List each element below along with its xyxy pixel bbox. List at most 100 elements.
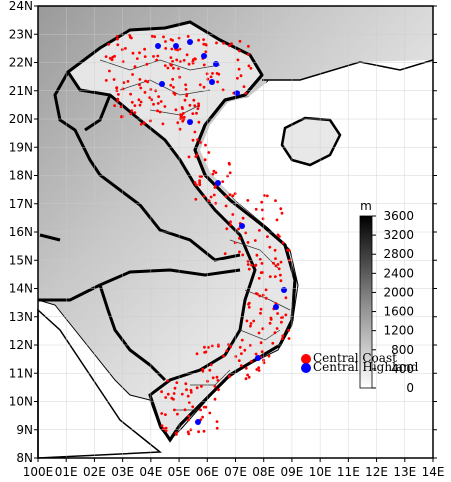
station-dot — [130, 100, 134, 104]
station-dot — [224, 204, 228, 208]
station-dot — [247, 302, 250, 306]
station-dot — [212, 193, 216, 197]
station-dot — [176, 48, 180, 52]
station-dot — [172, 66, 175, 70]
lon-label: 09E — [280, 465, 303, 479]
station-dot — [149, 119, 152, 123]
lon-label: 01E — [55, 465, 78, 479]
station-dot — [224, 195, 228, 198]
station-dot — [246, 259, 250, 263]
colorbar-unit: m — [360, 199, 372, 213]
station-dot — [143, 47, 147, 51]
station-dot — [156, 54, 160, 58]
station-dot — [169, 63, 173, 67]
station-dot — [169, 38, 173, 41]
thailand-border — [38, 233, 101, 302]
station-dot — [115, 34, 119, 38]
station-dot — [164, 429, 168, 433]
station-dot — [273, 331, 277, 335]
station-dot — [214, 201, 218, 205]
station-dot — [124, 47, 127, 50]
station-dot — [246, 53, 250, 56]
station-dot — [195, 111, 198, 115]
station-dot — [264, 288, 268, 292]
station-dot — [236, 58, 240, 62]
station-dot — [273, 275, 277, 278]
station-dot — [195, 352, 199, 356]
station-dot — [150, 98, 154, 102]
station-dot — [233, 192, 237, 196]
station-dot — [202, 429, 206, 433]
station-dot — [247, 267, 251, 271]
station-dot — [152, 102, 155, 106]
station-dot — [237, 227, 241, 231]
station-dot — [113, 104, 116, 107]
station-dot — [262, 194, 266, 197]
station-dot — [169, 56, 173, 59]
station-dot — [264, 296, 268, 300]
station-dot — [185, 388, 188, 392]
station-dot — [237, 359, 241, 362]
station-dot — [193, 104, 197, 107]
station-dot — [116, 43, 120, 47]
station-dot — [221, 180, 225, 184]
station-dot — [137, 98, 141, 102]
station-dot — [119, 105, 123, 109]
station-dot — [159, 81, 165, 87]
station-dot — [202, 85, 206, 89]
station-dot — [138, 51, 141, 55]
station-dot — [262, 361, 266, 365]
lat-label: 13N — [9, 310, 33, 324]
coastline — [168, 74, 297, 441]
station-dot — [268, 321, 272, 325]
lon-label: 05E — [168, 465, 191, 479]
station-dot — [191, 405, 195, 409]
colorbar-tick-label: 0 — [406, 381, 414, 395]
lon-label: 04E — [139, 465, 162, 479]
station-dot — [207, 151, 211, 154]
station-dot — [197, 120, 201, 124]
station-dot — [265, 194, 269, 198]
station-dot — [164, 40, 167, 43]
colorbar-tick-label: 2400 — [383, 266, 414, 280]
station-dot — [206, 379, 209, 383]
station-dot — [195, 386, 199, 390]
station-dot — [191, 61, 195, 65]
station-dot — [212, 169, 216, 173]
station-dot — [257, 369, 261, 372]
highland-stations — [155, 39, 287, 425]
station-dot — [279, 279, 283, 283]
station-dot — [229, 345, 233, 349]
station-dot — [202, 38, 206, 41]
station-dot — [189, 388, 193, 392]
station-dot — [171, 77, 175, 81]
station-dot — [104, 55, 108, 58]
station-dot — [187, 39, 193, 45]
station-dot — [144, 79, 148, 83]
station-dot — [161, 122, 165, 126]
station-dot — [184, 88, 188, 91]
station-dot — [194, 183, 198, 187]
station-dot — [108, 69, 111, 73]
station-dot — [252, 319, 256, 323]
station-dot — [178, 75, 182, 79]
station-dot — [207, 346, 210, 349]
station-dot — [267, 354, 271, 358]
station-dot — [115, 86, 118, 90]
station-dot — [240, 338, 244, 342]
station-dot — [174, 108, 178, 112]
station-dot — [241, 253, 245, 257]
station-dot — [180, 392, 184, 396]
station-dot — [238, 49, 241, 53]
lon-label: 14E — [422, 465, 445, 479]
station-dot — [201, 369, 205, 373]
station-dot — [183, 98, 187, 102]
station-dot — [258, 294, 262, 298]
station-dot — [143, 55, 147, 58]
station-dot — [193, 130, 197, 134]
station-dot — [217, 388, 220, 392]
station-dot — [228, 44, 231, 48]
station-dot — [216, 80, 220, 84]
station-dot — [261, 327, 265, 331]
station-dot — [211, 172, 215, 176]
